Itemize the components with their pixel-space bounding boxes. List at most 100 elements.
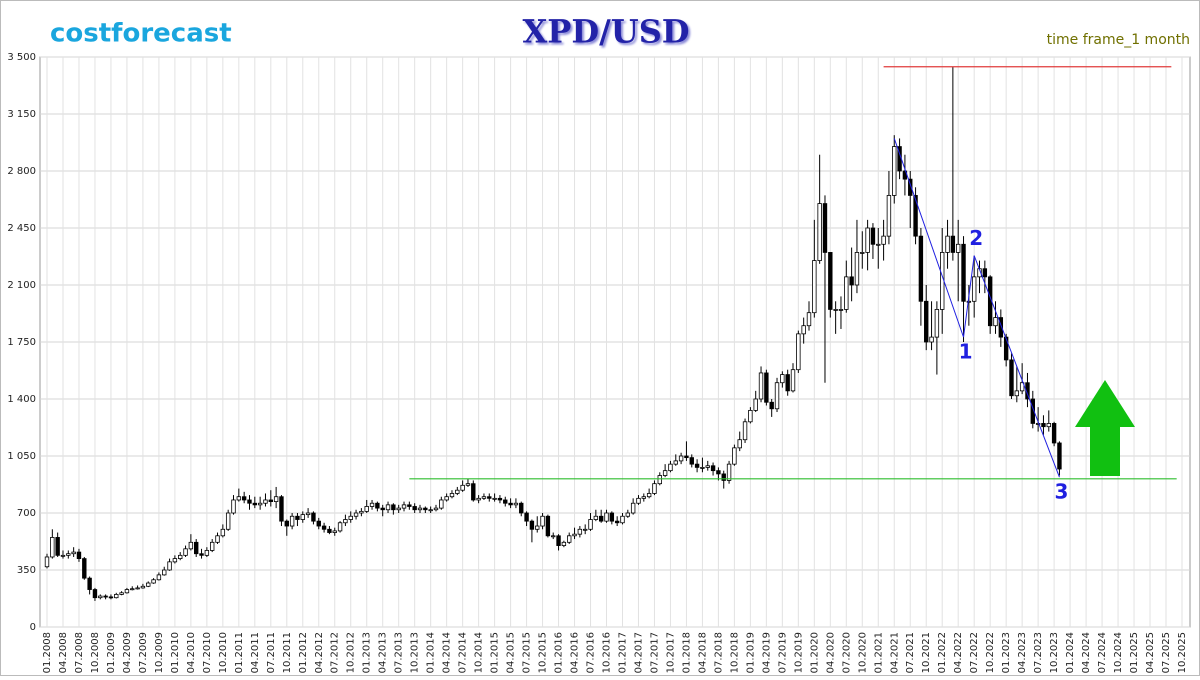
candle-body	[700, 466, 705, 469]
candle-body	[577, 528, 583, 535]
candle-body	[162, 569, 167, 576]
x-tick-label: 04.2018	[697, 632, 708, 673]
y-tick-label: 1 400	[7, 394, 36, 405]
x-tick-label: 10.2016	[602, 632, 613, 673]
candle-body	[225, 512, 231, 530]
candle-body	[870, 227, 876, 245]
candle-body	[172, 558, 178, 563]
candle-body	[657, 475, 662, 485]
candle-body	[540, 515, 545, 527]
candle-body	[364, 506, 369, 512]
candle-body	[60, 554, 66, 557]
candle-body	[401, 504, 407, 509]
candle-body	[1019, 382, 1025, 392]
candle-body	[503, 499, 508, 504]
candle-body	[460, 484, 465, 491]
candle-body	[279, 496, 284, 522]
candle-body	[1014, 390, 1020, 397]
x-tick-label: 04.2020	[825, 632, 836, 673]
candle-body	[471, 483, 476, 501]
candle-body	[924, 300, 929, 343]
candle-body	[305, 512, 311, 516]
candle-body	[55, 537, 60, 556]
candle-body	[844, 276, 849, 310]
candle-body	[668, 463, 673, 472]
candle-body	[87, 577, 92, 590]
candle-body	[1057, 442, 1062, 470]
y-tick-label: 2 800	[7, 166, 36, 177]
candle-body	[82, 558, 87, 579]
candle-body	[98, 595, 103, 599]
candle-body	[273, 496, 279, 503]
x-tick-label: 01.2024	[1065, 632, 1076, 673]
candle-body	[359, 510, 364, 514]
candle-body	[194, 541, 199, 555]
candle-body	[236, 496, 242, 501]
x-tick-label: 07.2008	[74, 632, 85, 673]
candle-body	[44, 556, 50, 568]
candle-body	[737, 439, 742, 449]
x-tick-label: 07.2013	[394, 632, 405, 673]
wave-label: 1	[959, 340, 973, 364]
candle-body	[774, 382, 780, 410]
candle-body	[961, 243, 966, 302]
candle-body	[588, 519, 593, 530]
candle-body	[348, 515, 353, 520]
candle-body	[732, 447, 737, 465]
wave-label: 3	[1054, 480, 1068, 504]
candle-body	[854, 252, 860, 286]
x-tick-label: 04.2023	[1017, 632, 1028, 673]
candle-body	[369, 502, 375, 507]
candle-body	[108, 596, 114, 599]
candle-body	[327, 528, 332, 533]
candle-body	[178, 554, 183, 559]
candle-body	[955, 243, 961, 253]
candle-body	[908, 178, 913, 196]
candle-body	[556, 535, 561, 546]
candle-body	[748, 409, 753, 423]
x-tick-label: 07.2009	[138, 632, 149, 673]
candle-body	[561, 541, 567, 546]
x-tick-label: 01.2015	[490, 632, 501, 673]
candle-body	[764, 372, 769, 403]
x-tick-label: 04.2009	[122, 632, 133, 673]
candle-body	[849, 276, 854, 286]
candle-body	[375, 502, 380, 509]
candle-body	[66, 553, 71, 556]
candle-body	[636, 497, 641, 504]
candle-body	[598, 515, 604, 522]
candle-body	[439, 499, 444, 509]
x-tick-label: 10.2023	[1049, 632, 1060, 673]
x-tick-label: 10.2025	[1177, 632, 1188, 673]
candle-body	[513, 502, 519, 506]
x-tick-label: 01.2012	[298, 632, 309, 673]
candle-body	[625, 512, 631, 517]
candle-body	[332, 530, 337, 533]
candle-body	[508, 502, 513, 506]
candle-body	[982, 268, 988, 278]
candle-body	[50, 537, 55, 558]
candle-body	[929, 336, 934, 343]
x-tick-label: 04.2014	[442, 632, 453, 673]
y-tick-label: 700	[17, 508, 36, 519]
x-tick-label: 07.2022	[969, 632, 980, 673]
x-tick-label: 07.2017	[649, 632, 660, 673]
candle-body	[321, 525, 327, 530]
x-tick-label: 10.2011	[282, 632, 293, 673]
candle-body	[119, 592, 124, 595]
candle-body	[689, 457, 694, 465]
candle-body	[433, 507, 439, 511]
candle-body	[1025, 382, 1030, 400]
candle-body	[710, 465, 716, 472]
x-tick-label: 10.2018	[729, 632, 740, 673]
candle-body	[492, 497, 497, 500]
candle-body	[806, 312, 812, 327]
candle-body	[519, 502, 524, 514]
candle-body	[705, 465, 710, 468]
candle-body	[822, 203, 828, 253]
candle-body	[103, 595, 108, 598]
y-tick-label: 1 750	[7, 337, 36, 348]
candle-body	[428, 509, 433, 512]
candle-body	[151, 579, 156, 584]
